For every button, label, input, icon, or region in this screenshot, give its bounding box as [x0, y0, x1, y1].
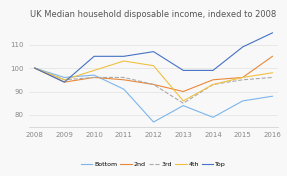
4th [182, 100, 185, 102]
2nd [182, 90, 185, 93]
3rd [271, 76, 274, 78]
2nd [33, 67, 36, 69]
Bottom [211, 116, 215, 118]
3rd [92, 76, 96, 78]
Bottom [152, 121, 155, 123]
Top [211, 69, 215, 71]
Line: Top: Top [35, 33, 272, 82]
Top [271, 32, 274, 34]
2nd [211, 79, 215, 81]
3rd [182, 102, 185, 104]
2nd [152, 83, 155, 86]
2nd [92, 76, 96, 78]
3rd [211, 83, 215, 86]
Bottom [241, 100, 245, 102]
3rd [152, 83, 155, 86]
3rd [63, 79, 66, 81]
2nd [241, 76, 245, 78]
3rd [122, 76, 125, 78]
4th [271, 72, 274, 74]
Legend: Bottom, 2nd, 3rd, 4th, Top: Bottom, 2nd, 3rd, 4th, Top [79, 159, 228, 170]
Line: Bottom: Bottom [35, 68, 272, 122]
Top [92, 55, 96, 57]
Line: 4th: 4th [35, 61, 272, 101]
Top [241, 46, 245, 48]
3rd [33, 67, 36, 69]
2nd [122, 79, 125, 81]
4th [152, 65, 155, 67]
3rd [241, 79, 245, 81]
Bottom [63, 76, 66, 78]
4th [92, 69, 96, 71]
Bottom [92, 74, 96, 76]
4th [122, 60, 125, 62]
Top [122, 55, 125, 57]
Line: 3rd: 3rd [35, 68, 272, 103]
2nd [271, 55, 274, 57]
Bottom [122, 88, 125, 90]
4th [211, 83, 215, 86]
2nd [63, 81, 66, 83]
4th [33, 67, 36, 69]
Line: 2nd: 2nd [35, 56, 272, 92]
Top [152, 51, 155, 53]
Title: UK Median household disposable income, indexed to 2008: UK Median household disposable income, i… [30, 10, 277, 19]
4th [241, 76, 245, 78]
Bottom [33, 67, 36, 69]
Top [33, 67, 36, 69]
Bottom [271, 95, 274, 97]
Bottom [182, 105, 185, 107]
Top [63, 81, 66, 83]
4th [63, 79, 66, 81]
Top [182, 69, 185, 71]
